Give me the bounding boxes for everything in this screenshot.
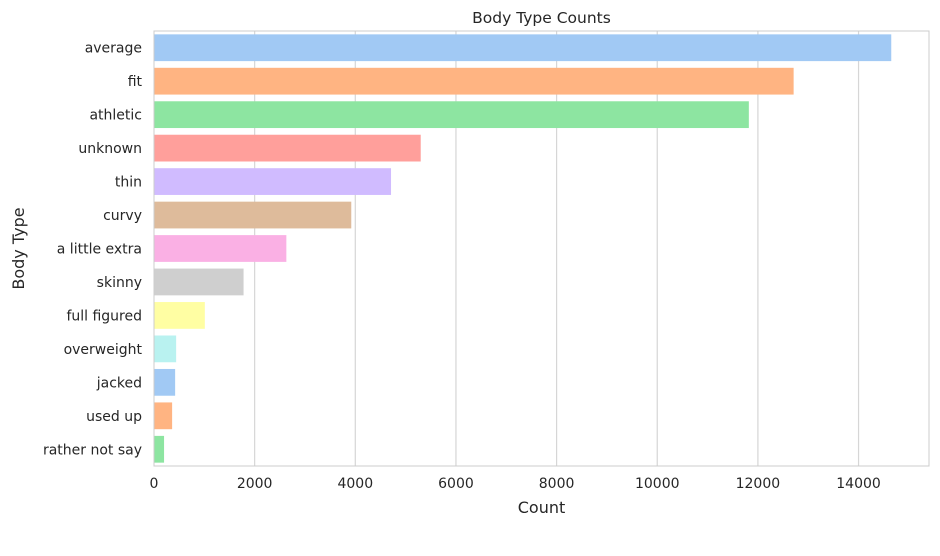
bar-unknown <box>154 134 421 162</box>
y-tick-label: rather not say <box>43 442 142 458</box>
bar-average <box>154 34 892 62</box>
y-tick-label: full figured <box>66 308 142 324</box>
y-tick-label: overweight <box>64 342 143 358</box>
x-tick-label: 12000 <box>736 476 781 492</box>
y-tick-label: average <box>85 41 142 57</box>
x-tick-label: 10000 <box>635 476 680 492</box>
chart-title: Body Type Counts <box>472 9 611 27</box>
y-tick-label: thin <box>115 175 142 191</box>
bar-fit <box>154 67 794 95</box>
bar-athletic <box>154 101 749 129</box>
x-tick-label: 4000 <box>337 476 373 492</box>
x-tick-label: 14000 <box>836 476 881 492</box>
bar-a-little-extra <box>154 235 287 262</box>
bar-jacked <box>154 368 176 396</box>
bar-full-figured <box>154 302 205 329</box>
bar-thin <box>154 168 392 195</box>
bars <box>154 34 892 463</box>
plot-frame <box>153 30 930 467</box>
x-tick-label: 2000 <box>237 476 273 492</box>
bar-skinny <box>154 268 244 296</box>
y-tick-label: athletic <box>89 108 142 124</box>
x-tick-label: 6000 <box>438 476 474 492</box>
y-tick-label: used up <box>86 409 142 425</box>
bar-rather-not-say <box>154 435 165 463</box>
y-axis-label: Body Type <box>9 207 28 289</box>
y-tick-label: unknown <box>78 141 142 157</box>
x-tick-label: 0 <box>150 476 159 492</box>
bar-curvy <box>154 201 352 229</box>
x-tick-label: 8000 <box>539 476 575 492</box>
grid-lines <box>254 31 860 466</box>
y-tick-label: fit <box>128 74 143 90</box>
x-axis-label: Count <box>518 498 566 517</box>
bar-used-up <box>154 402 173 430</box>
x-tick-labels: 0 2000 4000 6000 8000 10000 12000 14000 <box>150 476 881 492</box>
bar-overweight <box>154 335 177 363</box>
y-tick-label: a little extra <box>57 242 142 258</box>
y-tick-label: jacked <box>96 375 142 391</box>
y-tick-label: curvy <box>103 208 142 224</box>
y-tick-label: skinny <box>97 275 142 291</box>
y-tick-labels: average fit athletic unknown thin curvy a litt… <box>43 41 143 459</box>
